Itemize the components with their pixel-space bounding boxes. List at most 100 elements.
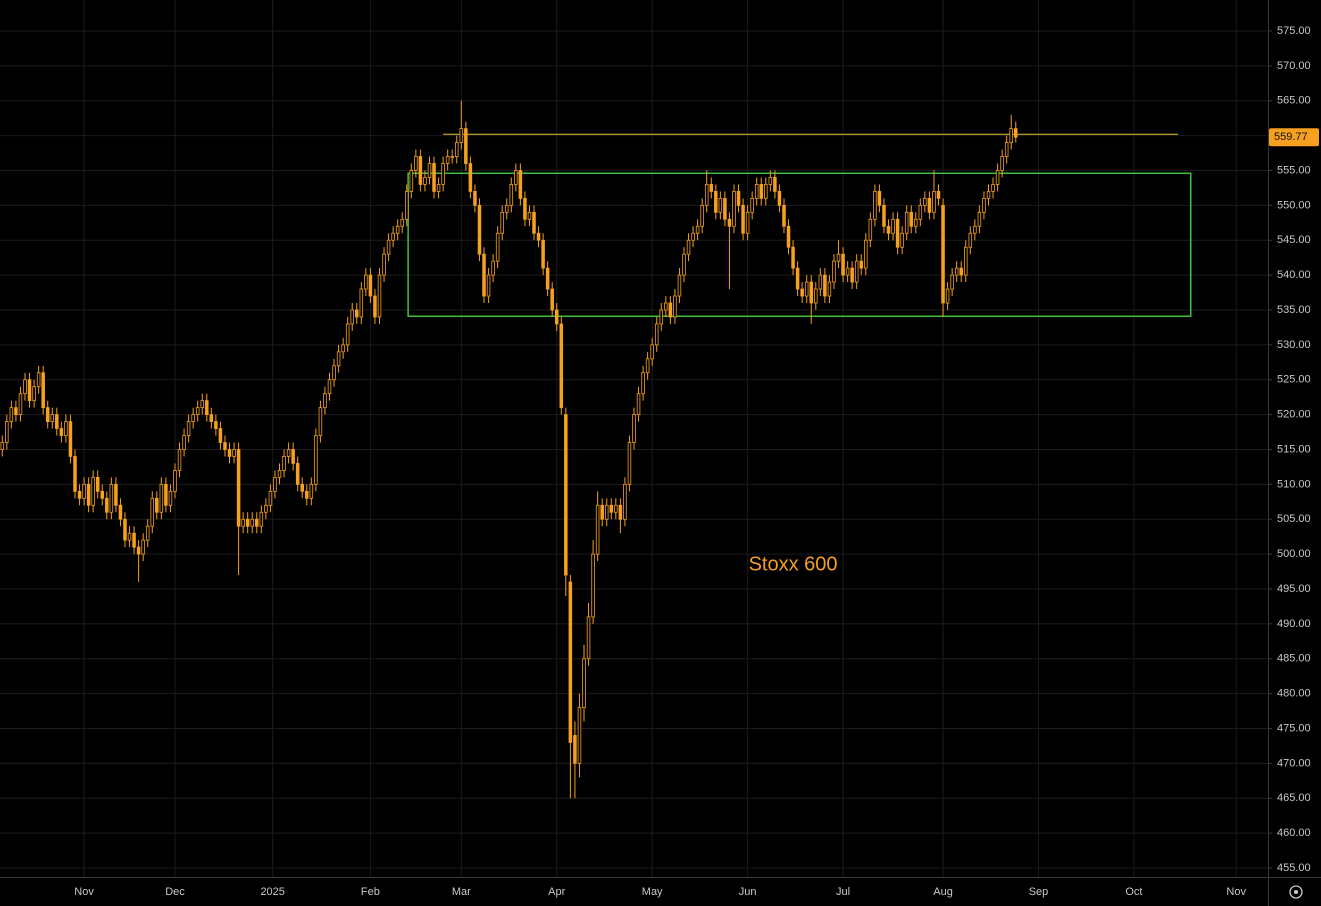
y-tick-label: 530.00 — [1277, 339, 1311, 351]
candle-body — [609, 504, 614, 513]
candle-body — [777, 191, 782, 206]
candle-body — [341, 344, 345, 353]
candle-body — [32, 386, 36, 402]
candle-body — [386, 239, 391, 255]
candle-body — [673, 295, 677, 318]
candle-body — [23, 379, 27, 395]
candle-body — [395, 225, 400, 234]
candle-body — [173, 470, 177, 492]
candle-body — [82, 483, 86, 499]
x-tick-label: Dec — [165, 886, 185, 898]
candle-body — [259, 511, 264, 527]
y-tick-label: 505.00 — [1277, 513, 1311, 525]
candle-body — [64, 421, 68, 436]
candle-body — [404, 191, 409, 220]
candle-body — [527, 211, 532, 220]
candle-body — [373, 295, 377, 318]
candle-body — [264, 504, 268, 513]
candle-body — [232, 449, 236, 457]
y-tick-label: 555.00 — [1277, 164, 1311, 176]
candle-body — [627, 442, 632, 485]
candle-body — [818, 274, 823, 290]
candle-body — [250, 518, 255, 527]
candle-body — [704, 184, 709, 206]
candle-body — [768, 177, 773, 185]
last-price-box — [1269, 128, 1319, 147]
candle-body — [700, 204, 704, 227]
candle-body — [468, 163, 473, 192]
candle-body — [936, 191, 941, 199]
candle-body — [364, 274, 368, 290]
candle-body — [300, 483, 304, 492]
y-tick-label: 490.00 — [1277, 618, 1311, 630]
candle-body — [645, 358, 650, 374]
candle-body — [714, 191, 718, 213]
y-tick-label: 475.00 — [1277, 722, 1311, 734]
candle-body — [150, 497, 155, 527]
candle-body — [73, 456, 77, 492]
candle-body — [182, 435, 186, 450]
candle-body — [273, 476, 277, 492]
y-tick-label: 470.00 — [1277, 757, 1311, 769]
settings-ring[interactable] — [1289, 885, 1303, 899]
candle-body — [836, 253, 841, 262]
y-tick-label: 550.00 — [1277, 199, 1311, 211]
y-tick-label: 495.00 — [1277, 583, 1311, 595]
candle-body — [355, 309, 359, 318]
candle-body — [132, 532, 136, 548]
candle-body — [691, 232, 695, 241]
candle-body — [927, 197, 932, 213]
candle-body — [968, 232, 973, 248]
candle-body — [977, 211, 982, 227]
y-tick-label: 515.00 — [1277, 443, 1311, 455]
candle-body — [236, 449, 241, 527]
candle-body — [95, 476, 100, 492]
candle-body — [614, 504, 618, 513]
candle-body — [486, 274, 491, 297]
y-tick-label: 540.00 — [1277, 269, 1311, 281]
candle-body — [541, 239, 545, 269]
candle-body — [77, 490, 82, 499]
candle-body — [168, 490, 173, 506]
candle-body — [923, 197, 927, 206]
candle-body — [145, 525, 150, 541]
candle-body — [795, 267, 800, 290]
candle-body — [591, 553, 595, 618]
candle-body — [941, 204, 945, 304]
candle-body — [136, 546, 141, 555]
candle-body — [186, 421, 191, 436]
candle-body — [241, 518, 245, 527]
annotation: Stoxx 600 — [749, 554, 838, 576]
candle-body — [164, 483, 168, 506]
candle-body — [877, 191, 882, 206]
candle-body — [86, 483, 91, 506]
candle-body — [141, 539, 145, 555]
candle-body — [482, 253, 486, 297]
y-tick-label: 455.00 — [1277, 862, 1311, 874]
candle-body — [750, 197, 754, 213]
settings-dot[interactable] — [1294, 890, 1298, 894]
candle-body — [532, 211, 536, 234]
candle-body — [91, 476, 95, 506]
candle-body — [159, 483, 164, 513]
x-tick-label: Apr — [548, 886, 565, 898]
candle-body — [445, 156, 450, 164]
y-tick-label: 510.00 — [1277, 478, 1311, 490]
candle-body — [945, 288, 950, 304]
candle-body — [600, 504, 604, 520]
candle-body — [773, 177, 777, 192]
candle-body — [309, 483, 314, 499]
candle-body — [709, 184, 714, 192]
x-tick-label: Nov — [1226, 886, 1246, 898]
candle-body — [305, 490, 309, 499]
candle-body — [377, 274, 382, 318]
candle-body — [177, 449, 182, 471]
candle-body — [323, 393, 327, 409]
settings-icon[interactable] — [1289, 885, 1303, 899]
candle-body — [800, 288, 804, 297]
candle-body — [45, 407, 50, 422]
y-tick-label: 575.00 — [1277, 25, 1311, 37]
candle-body — [723, 197, 727, 220]
candle-body — [318, 407, 323, 436]
candle-body — [650, 344, 654, 360]
